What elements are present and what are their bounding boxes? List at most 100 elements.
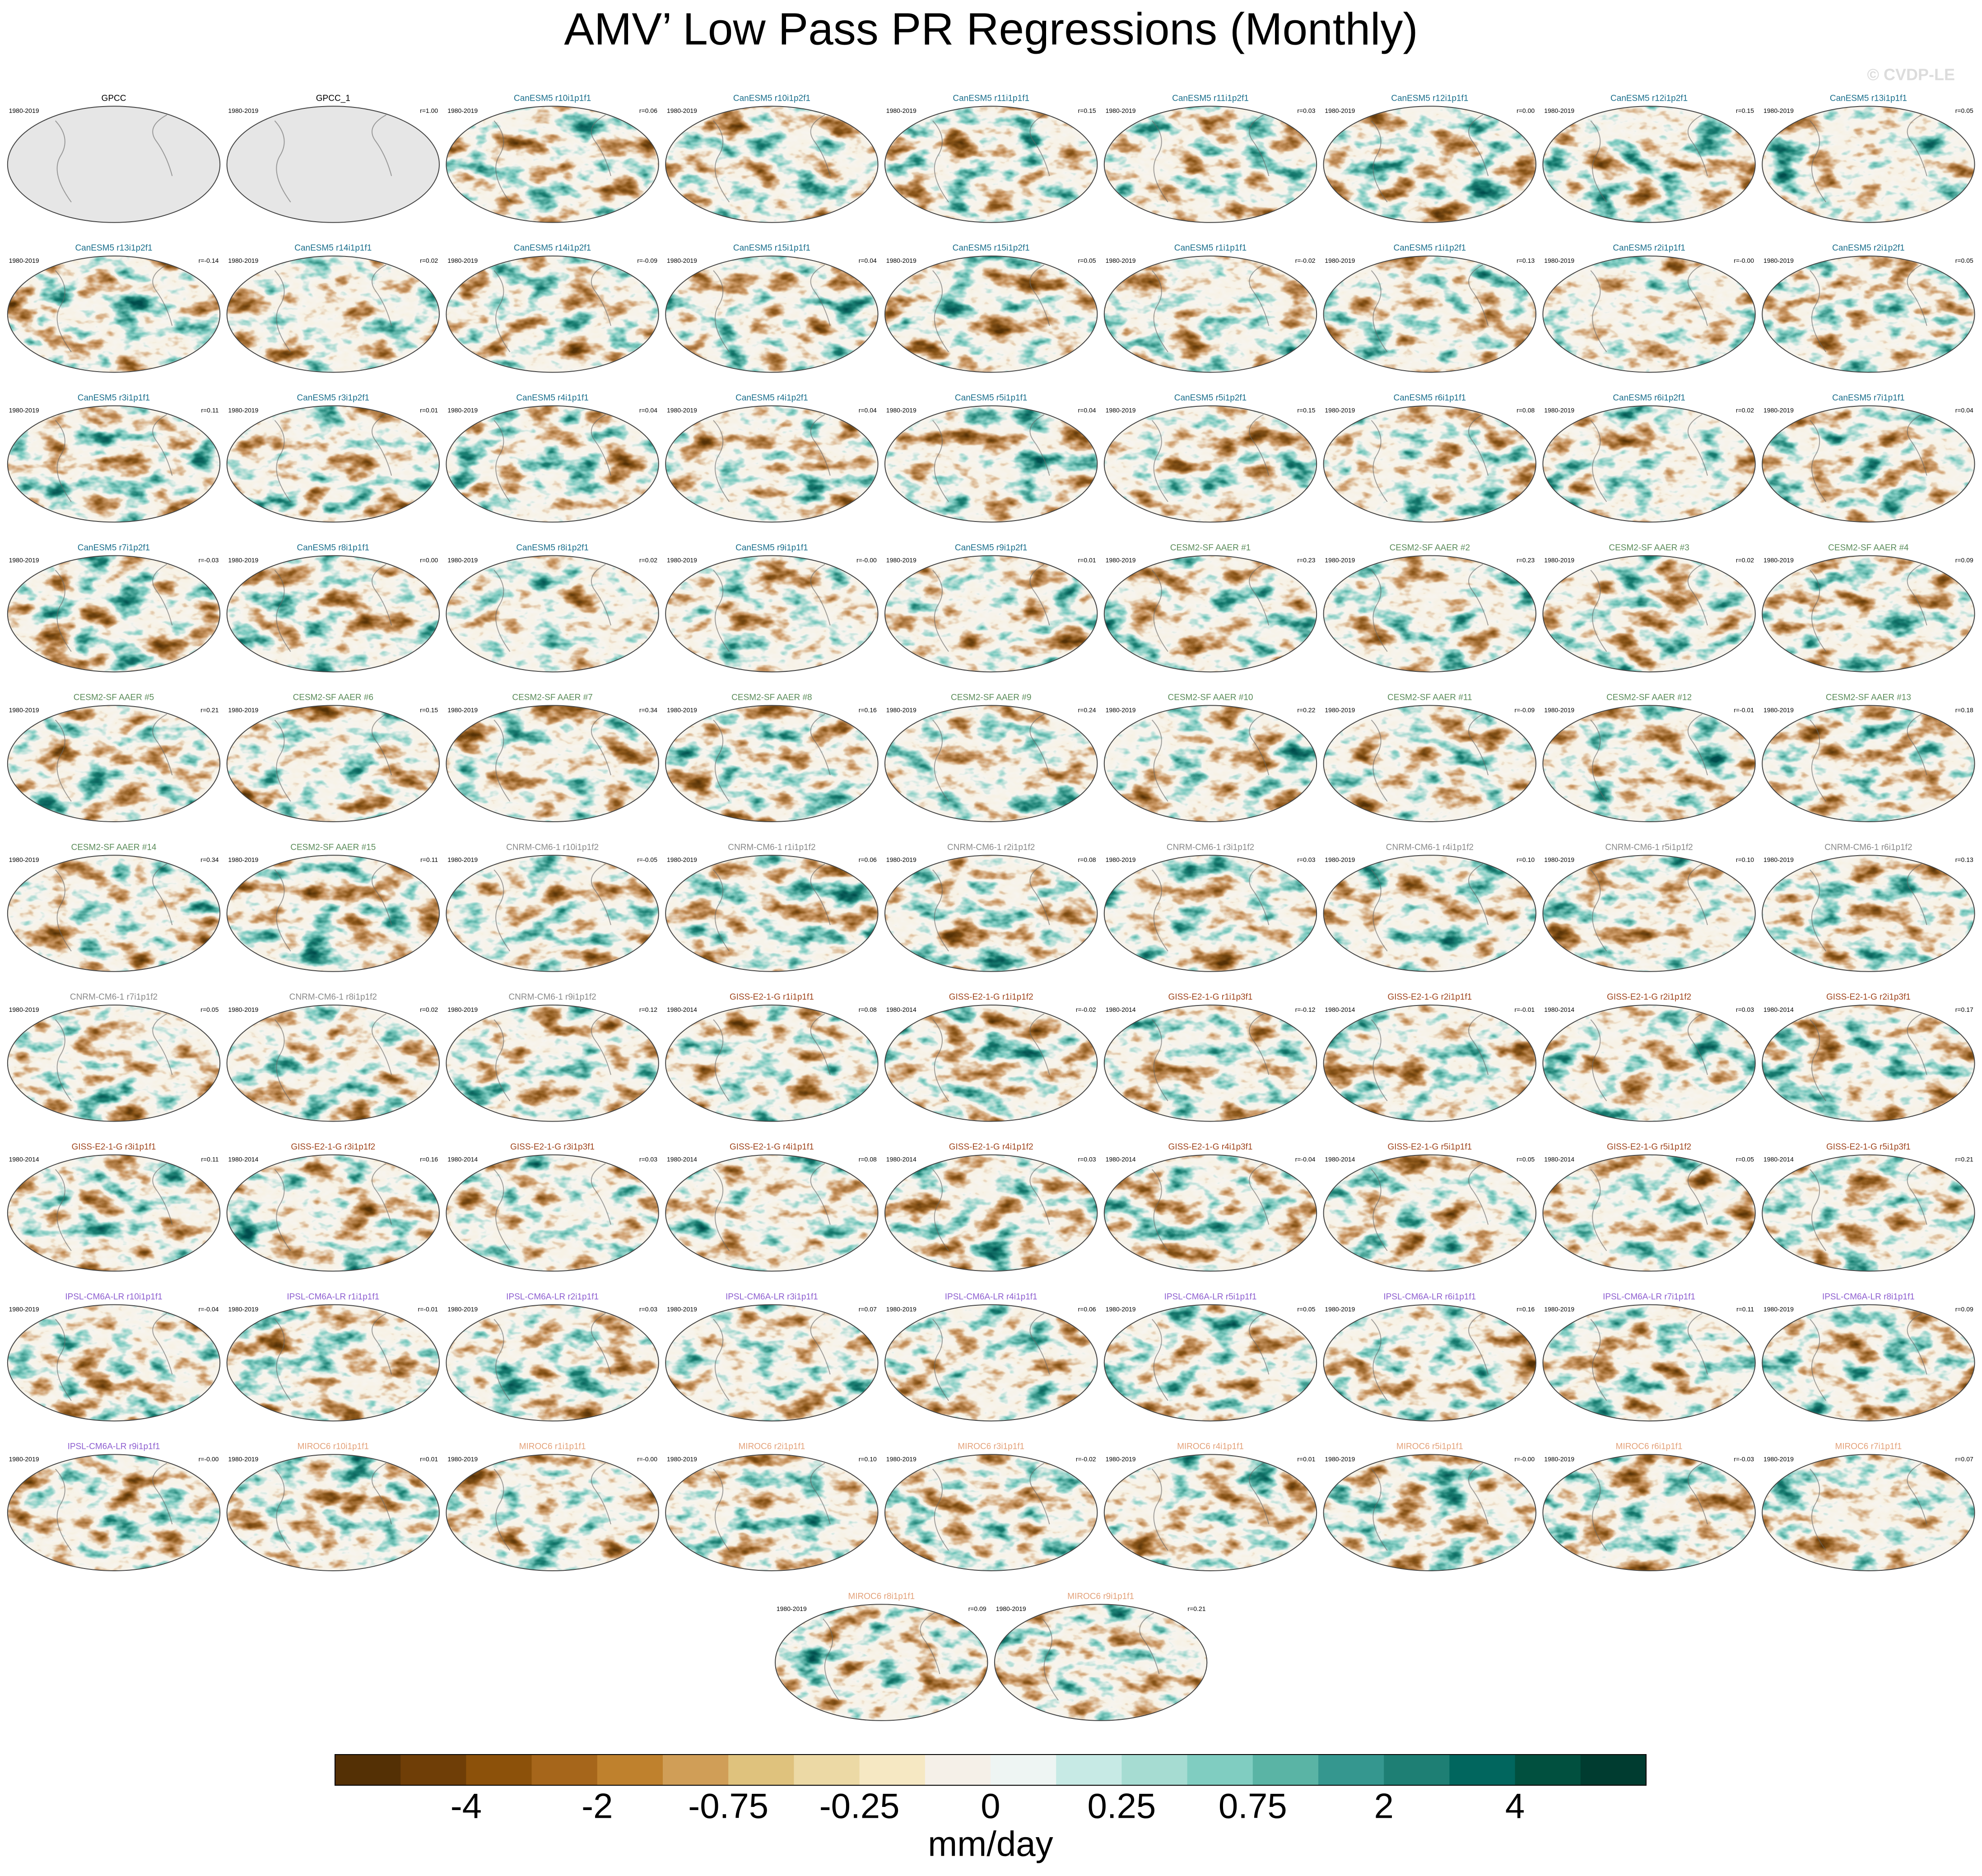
map-panel: CNRM-CM6-1 r4i1p1f2 1980-2019 r=0.10 — [1323, 843, 1537, 972]
colorbar-box — [794, 1755, 860, 1785]
map-field — [885, 1454, 1098, 1571]
watermark: © CVDP-LE — [1867, 65, 1955, 84]
panel-title: CanESM5 r4i1p2f1 — [735, 393, 808, 403]
colorbar-label: 0.25 — [1087, 1786, 1156, 1826]
colorbar-box — [1318, 1755, 1384, 1785]
coastline — [1151, 1313, 1270, 1401]
map-field — [1543, 405, 1755, 522]
map-panel: IPSL-CM6A-LR r3i1p1f1 1980-2019 r=0.07 — [665, 1292, 879, 1422]
panel-correlation: r=0.17 — [1955, 1006, 1973, 1013]
map-panel: CanESM5 r1i1p2f1 1980-2019 r=0.13 — [1323, 243, 1537, 373]
map-border — [7, 1005, 221, 1122]
map-field — [1323, 1454, 1536, 1571]
coastline — [713, 114, 831, 203]
panel-period: 1980-2014 — [1106, 1156, 1136, 1163]
panel-title: CNRM-CM6-1 r3i1p1f2 — [1167, 843, 1254, 852]
map-border — [446, 256, 659, 373]
map-field — [1323, 855, 1536, 972]
map-panel: CNRM-CM6-1 r1i1p1f2 1980-2019 r=0.06 — [665, 843, 879, 972]
panel-correlation: r=0.08 — [1517, 407, 1535, 414]
panel-period: 1980-2019 — [447, 407, 478, 414]
map-panel: CanESM5 r14i1p2f1 1980-2019 r=-0.09 — [446, 243, 659, 373]
coastline — [55, 1013, 173, 1102]
map-field — [227, 405, 439, 522]
map-panel: CESM2-SF AAER #1 1980-2019 r=0.23 — [1103, 543, 1317, 673]
map-panel: CanESM5 r15i1p2f1 1980-2019 r=0.05 — [884, 243, 1098, 373]
panels: GPCC 1980-2019 GPCC_1 1980-2019 r=1.00 CanESM… — [7, 93, 1975, 1721]
panel-period: 1980-2019 — [667, 407, 697, 414]
map-field — [1104, 1304, 1317, 1421]
panel-correlation: r=0.08 — [859, 1156, 877, 1163]
coastline — [1590, 264, 1708, 353]
panel-correlation: r=0.11 — [1736, 1306, 1754, 1313]
coastline — [55, 1313, 173, 1401]
map-border — [446, 555, 659, 673]
panel-title: CESM2-SF AAER #7 — [512, 693, 592, 703]
map-panel: CanESM5 r14i1p1f1 1980-2019 r=0.02 — [226, 243, 440, 373]
map-panel: CanESM5 r5i1p1f1 1980-2019 r=0.04 — [884, 393, 1098, 523]
map-border — [665, 1154, 879, 1272]
map-field — [885, 1154, 1098, 1271]
map-panel: GISS-E2-1-G r1i1p1f2 1980-2014 r=-0.02 — [884, 992, 1098, 1122]
panel-correlation: r=0.11 — [420, 856, 438, 863]
panel-correlation: r=0.01 — [1078, 557, 1096, 564]
panel-correlation: r=0.34 — [200, 856, 219, 863]
panel-correlation: r=-0.03 — [199, 557, 219, 564]
map-field — [1323, 555, 1536, 672]
panel-title: CanESM5 r10i1p1f1 — [514, 93, 591, 103]
coastline — [1371, 1313, 1489, 1401]
map-panel: CanESM5 r3i1p1f1 1980-2019 r=0.11 — [7, 393, 221, 523]
coastline — [493, 713, 611, 802]
map-field — [665, 1454, 878, 1571]
map-field — [446, 1154, 659, 1271]
panel-period: 1980-2019 — [886, 107, 917, 114]
panel-title: CanESM5 r12i1p2f1 — [1610, 93, 1688, 103]
panel-title: CanESM5 r8i1p2f1 — [516, 543, 589, 553]
map-field — [1104, 1454, 1317, 1571]
map-panel: GPCC_1 1980-2019 r=1.00 — [226, 93, 440, 223]
panel-correlation: r=0.15 — [1297, 407, 1315, 414]
map-field — [1323, 106, 1536, 223]
map-border — [1323, 405, 1537, 523]
panel-correlation: r=0.10 — [1736, 856, 1754, 863]
panel-period: 1980-2019 — [1106, 1306, 1136, 1313]
panel-period: 1980-2019 — [1325, 856, 1355, 863]
map-panel: MIROC6 r5i1p1f1 1980-2019 r=-0.00 — [1323, 1442, 1537, 1571]
map-border — [1762, 256, 1975, 373]
panel-correlation: r=-0.02 — [1076, 1455, 1096, 1462]
panel-period: 1980-2019 — [886, 557, 917, 564]
panel-period: 1980-2014 — [1106, 1006, 1136, 1013]
map-field — [665, 555, 878, 672]
panel-period: 1980-2019 — [1106, 107, 1136, 114]
panel-correlation: r=-0.14 — [199, 257, 219, 264]
map-border — [1542, 1005, 1756, 1122]
panel-correlation: r=0.02 — [639, 557, 657, 564]
panel-correlation: r=0.15 — [1078, 107, 1096, 114]
map-field — [885, 1005, 1098, 1122]
map-border — [7, 855, 221, 972]
map-border — [1103, 106, 1317, 223]
map-panel: CanESM5 r8i1p2f1 1980-2019 r=0.02 — [446, 543, 659, 673]
colorbar-label: 4 — [1505, 1786, 1525, 1826]
panel-correlation: r=0.03 — [639, 1306, 657, 1313]
map-border — [446, 1005, 659, 1122]
coastline — [713, 564, 831, 652]
coastline — [274, 414, 392, 502]
panel-title: CanESM5 r7i1p2f1 — [78, 543, 150, 553]
map-border — [1542, 106, 1756, 223]
map-field — [885, 405, 1098, 522]
map-field — [1543, 1005, 1755, 1122]
panel-title: CanESM5 r8i1p1f1 — [297, 543, 370, 553]
coastline — [55, 114, 173, 203]
panel-period: 1980-2019 — [228, 407, 258, 414]
panel-period: 1980-2014 — [886, 1006, 917, 1013]
panel-title: GISS-E2-1-G r5i1p1f2 — [1607, 1142, 1691, 1152]
coastline — [274, 1163, 392, 1251]
panel-period: 1980-2019 — [886, 257, 917, 264]
map-border — [226, 555, 440, 673]
panel-correlation: r=0.03 — [1297, 856, 1315, 863]
panel-period: 1980-2019 — [1763, 407, 1794, 414]
map-field — [665, 1005, 878, 1122]
panel-title: CNRM-CM6-1 r8i1p1f2 — [289, 992, 377, 1002]
map-border — [1323, 855, 1537, 972]
